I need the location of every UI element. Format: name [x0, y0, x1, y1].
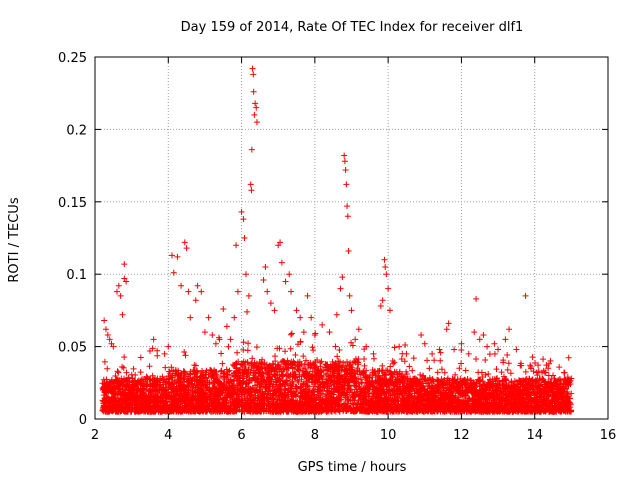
data-point	[406, 364, 412, 370]
data-point	[154, 353, 160, 359]
y-axis-label: ROTI / TECUs	[7, 197, 22, 282]
data-point	[288, 346, 294, 352]
data-point	[431, 357, 437, 363]
data-point	[426, 365, 432, 371]
data-point	[138, 355, 144, 361]
data-point	[254, 344, 260, 350]
data-point	[333, 344, 339, 350]
data-point	[458, 347, 464, 353]
data-point	[336, 347, 342, 353]
data-point	[530, 354, 536, 360]
chart-title: Day 159 of 2014, Rate Of TEC Index for r…	[181, 20, 524, 35]
data-point	[272, 353, 278, 359]
x-axis-label: GPS time / hours	[298, 460, 407, 475]
data-point	[279, 372, 285, 378]
data-point	[439, 366, 445, 372]
data-point	[505, 367, 511, 373]
data-point	[390, 361, 396, 367]
data-point	[146, 363, 152, 369]
data-point	[318, 358, 324, 364]
data-point	[104, 366, 110, 372]
data-point	[508, 370, 514, 376]
data-point	[523, 369, 529, 375]
data-point	[162, 365, 168, 371]
data-point	[225, 344, 231, 350]
data-point	[506, 360, 512, 366]
data-point	[138, 369, 144, 375]
data-point	[300, 353, 306, 359]
data-point	[132, 372, 138, 378]
data-point	[218, 350, 224, 356]
data-point	[183, 352, 189, 358]
data-point	[540, 356, 546, 362]
data-point	[288, 332, 294, 338]
data-point	[504, 352, 510, 358]
data-point	[556, 364, 562, 370]
data-points	[99, 66, 574, 415]
data-point	[387, 364, 393, 370]
data-point	[485, 371, 491, 377]
data-point	[245, 347, 251, 353]
data-point	[361, 356, 367, 362]
data-point	[463, 367, 469, 373]
data-point	[317, 360, 323, 366]
data-point	[362, 363, 368, 369]
data-point	[473, 356, 479, 362]
data-point	[391, 359, 397, 365]
data-point	[181, 349, 187, 355]
data-point	[245, 340, 251, 346]
data-point	[547, 358, 553, 364]
data-point	[334, 353, 340, 359]
data-point	[115, 369, 121, 375]
data-point	[292, 352, 298, 358]
data-point	[566, 355, 572, 361]
data-point	[282, 348, 288, 354]
data-point	[121, 354, 127, 360]
data-point	[241, 339, 247, 345]
data-point	[438, 350, 444, 356]
data-point	[409, 368, 415, 374]
data-point	[482, 357, 488, 363]
data-point	[234, 350, 240, 356]
data-point	[131, 366, 137, 372]
